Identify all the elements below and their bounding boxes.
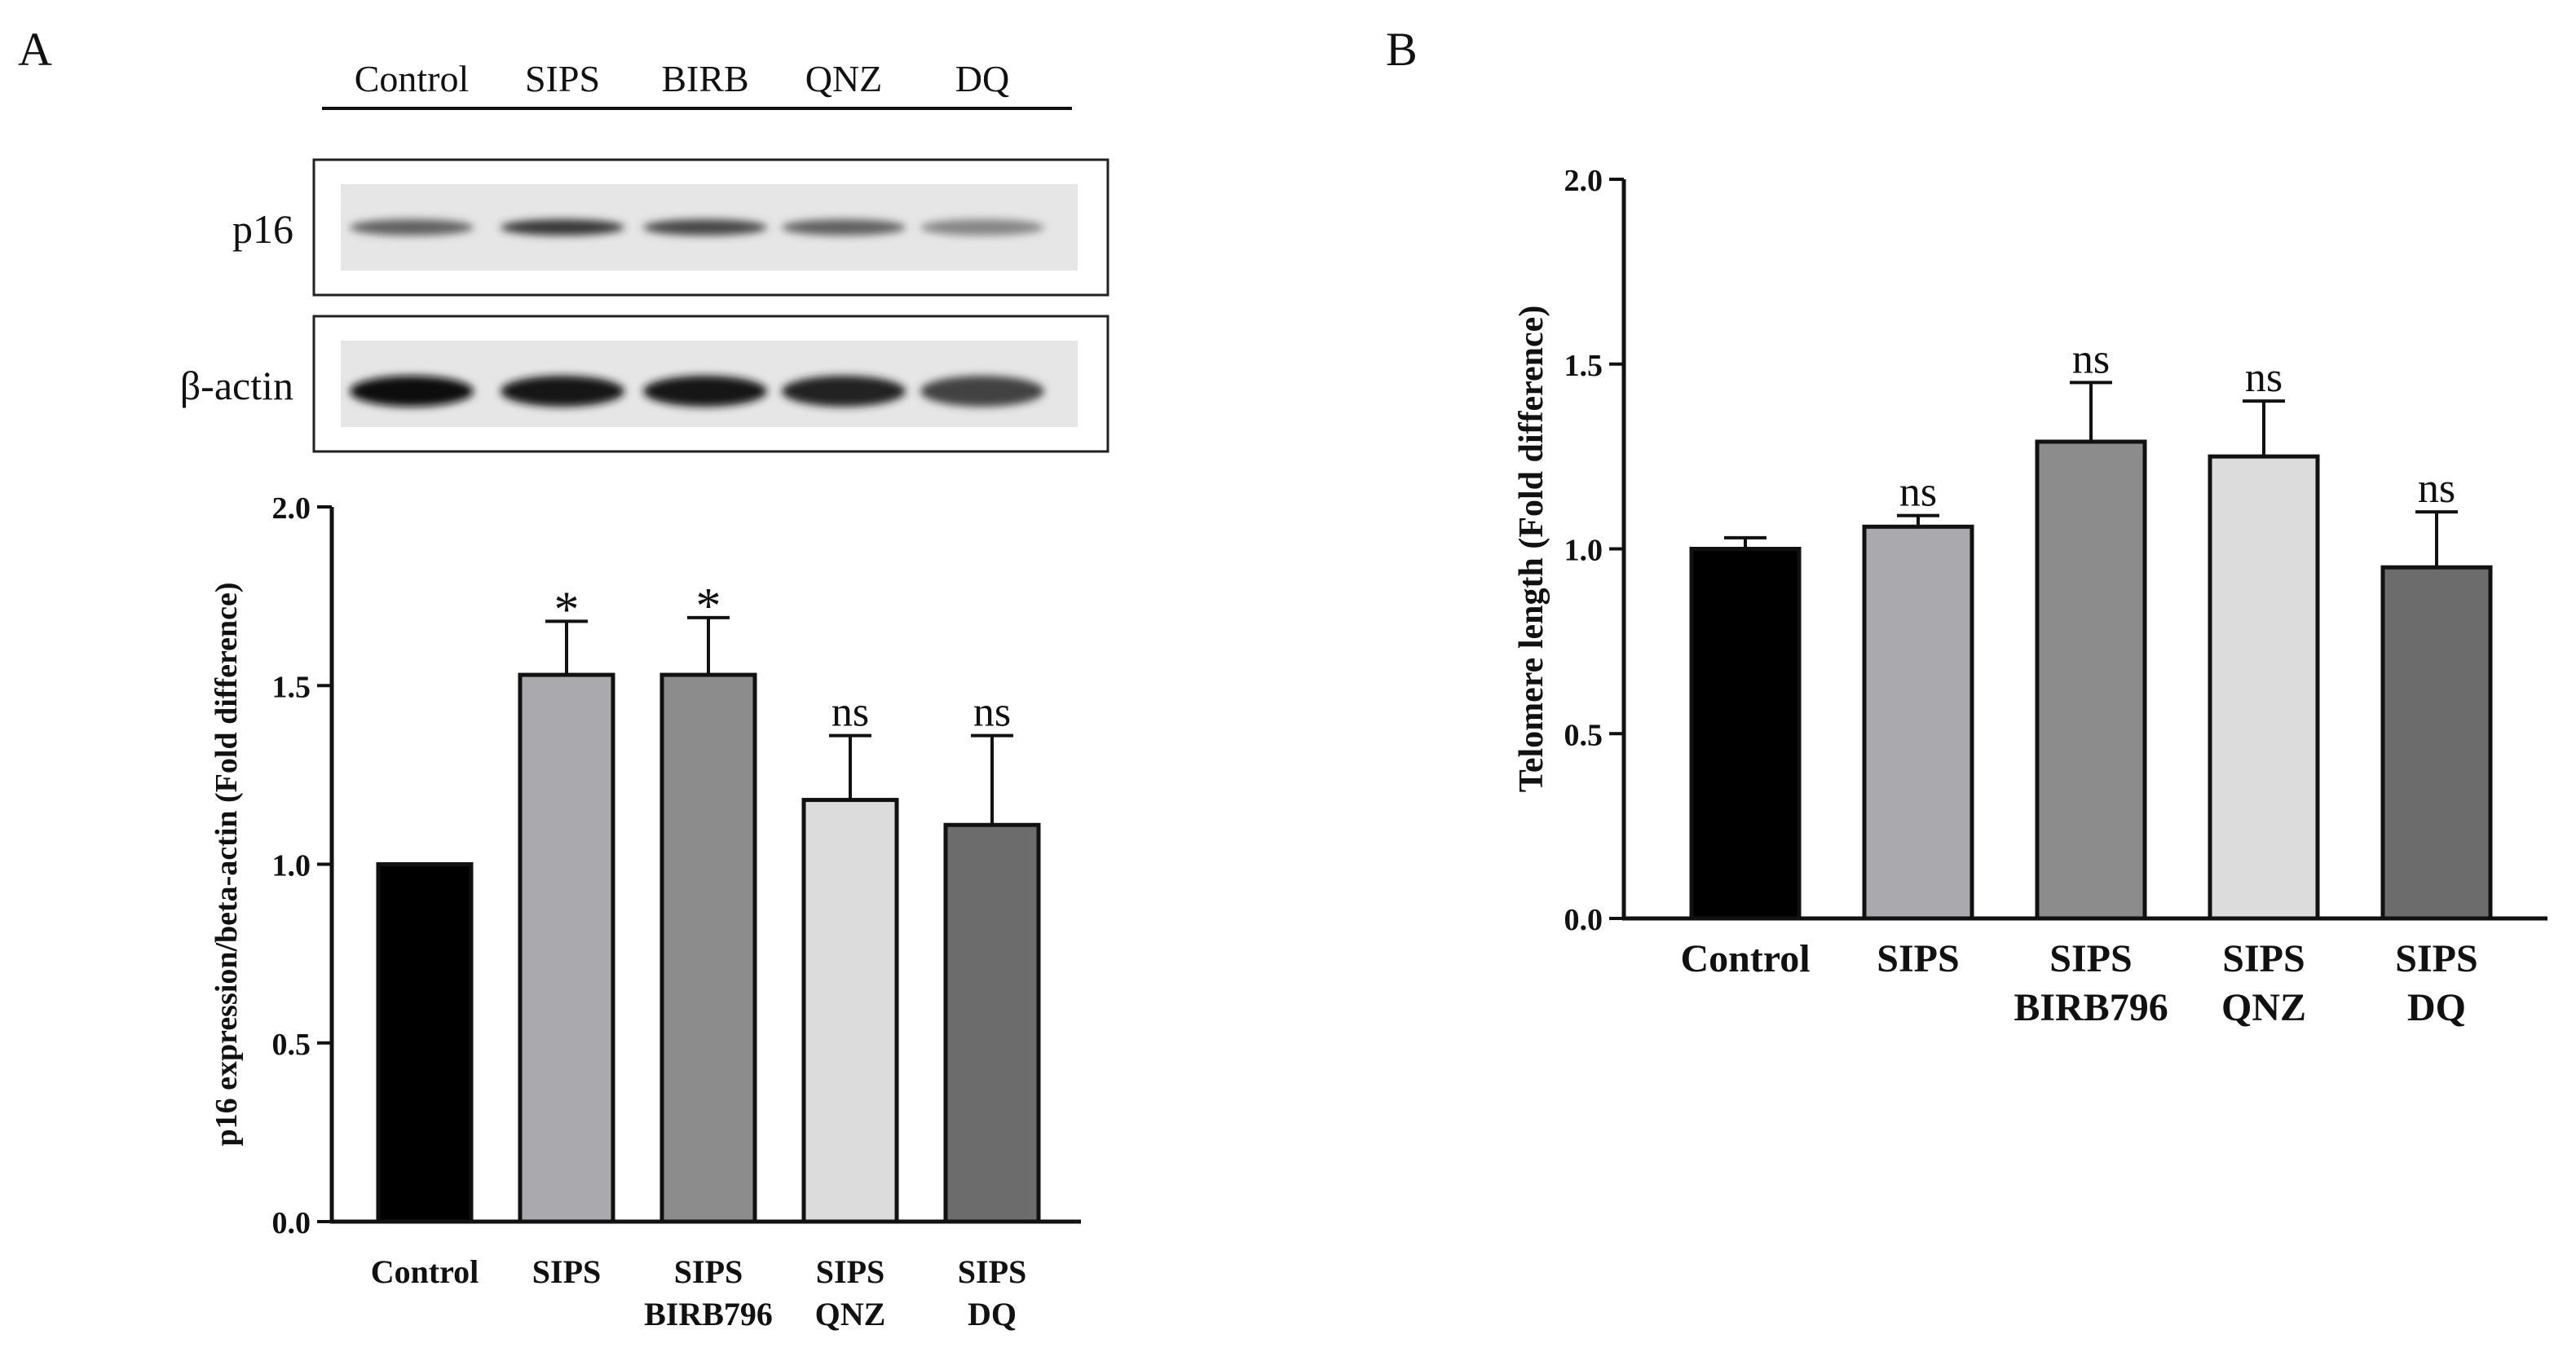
chart-panel-b: 0.0 0.5 1.0 1.5 2.0 Telomere length (Fold dif…	[1513, 164, 2547, 1029]
category-label: SIPS	[532, 1253, 602, 1290]
category-label: Control	[1680, 937, 1810, 980]
blot-band	[350, 376, 474, 407]
lane-label: DQ	[955, 58, 1009, 99]
significance-label: ns	[831, 689, 869, 736]
y-tick-label: 1.0	[272, 849, 311, 883]
bar	[801, 798, 899, 1224]
y-axis-label: p16 expression/beta-actin (Fold differen…	[210, 582, 244, 1146]
category-label: SIPS	[674, 1253, 743, 1290]
y-tick-label: 0.0	[1564, 903, 1603, 937]
category-label: QNZ	[2221, 986, 2306, 1029]
lane-label: QNZ	[805, 58, 883, 99]
category-label: DQ	[968, 1296, 1017, 1332]
western-blot: Control SIPS BIRB QNZ DQ p16 β-actin	[180, 58, 1109, 453]
significance-label: *	[696, 579, 721, 634]
chart-panel-a: 0.0 0.5 1.0 1.5 2.0 p16 expression/beta-actin…	[210, 491, 1081, 1332]
significance-label: ns	[1899, 469, 1937, 516]
category-label: DQ	[2407, 986, 2466, 1029]
panel-a-label: A	[18, 23, 52, 76]
category-label: SIPS	[1877, 937, 1959, 980]
panel-b-label: B	[1386, 23, 1418, 76]
blot-row-label: β-actin	[180, 363, 293, 408]
category-label: SIPS	[2222, 937, 2305, 980]
y-tick-label: 1.5	[272, 670, 311, 704]
y-tick-label: 2.0	[272, 491, 311, 526]
category-label: BIRB796	[644, 1296, 773, 1332]
bar	[1689, 547, 1802, 921]
blot-band	[920, 376, 1044, 407]
bar	[1862, 524, 1974, 921]
category-label: BIRB796	[2014, 986, 2168, 1029]
category-label: QNZ	[815, 1296, 886, 1332]
bar	[2380, 565, 2493, 921]
blot-band	[643, 376, 767, 407]
y-tick-label: 0.5	[1564, 718, 1603, 752]
bar	[659, 672, 757, 1224]
blot-band	[782, 219, 906, 236]
blot-band	[920, 219, 1044, 236]
significance-label: ns	[2072, 336, 2110, 382]
category-label: Control	[371, 1253, 479, 1290]
y-tick-label: 1.5	[1564, 349, 1603, 383]
bar	[2208, 454, 2320, 921]
significance-label: ns	[973, 689, 1011, 736]
bar	[943, 822, 1041, 1224]
y-tick-label: 2.0	[1564, 164, 1603, 198]
y-tick-label: 0.5	[272, 1028, 311, 1062]
significance-label: ns	[2418, 465, 2455, 512]
category-label: SIPS	[2049, 937, 2132, 980]
blot-band	[782, 376, 906, 407]
blot-band	[501, 376, 624, 407]
lane-label: SIPS	[525, 58, 600, 99]
blot-row-label: p16	[232, 206, 293, 252]
category-label: SIPS	[816, 1253, 885, 1290]
bar	[518, 672, 615, 1224]
bar	[376, 862, 474, 1224]
blot-band	[350, 219, 474, 236]
lane-label: BIRB	[661, 58, 748, 99]
y-axis-label: Telomere length (Fold difference)	[1513, 306, 1550, 793]
lane-label: Control	[355, 58, 470, 99]
bar	[2035, 439, 2147, 921]
category-label: SIPS	[958, 1253, 1027, 1290]
y-tick-label: 0.0	[272, 1206, 311, 1240]
y-tick-label: 1.0	[1564, 534, 1603, 568]
blot-band	[643, 219, 767, 236]
blot-band	[501, 219, 624, 236]
significance-label: *	[554, 582, 580, 637]
significance-label: ns	[2245, 355, 2283, 401]
category-label: SIPS	[2395, 937, 2477, 980]
